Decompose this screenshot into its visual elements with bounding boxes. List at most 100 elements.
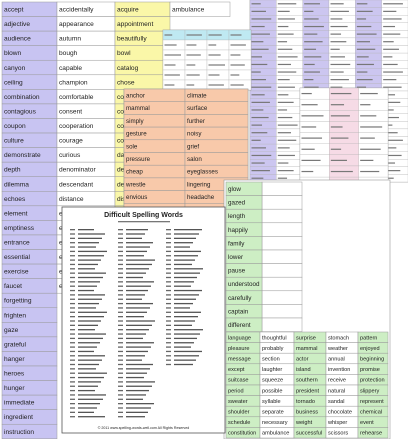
tiny-text (356, 41, 370, 43)
tiny-number (70, 289, 75, 292)
word: constitution (228, 431, 256, 437)
tiny-text (277, 94, 289, 96)
word: frighten (4, 312, 26, 319)
tiny-text (304, 71, 320, 73)
word-sheet: glow gazed length happily family lower pause un… (225, 181, 263, 332)
tiny-number (70, 302, 75, 305)
tiny-text (304, 10, 314, 12)
tiny-text (126, 268, 149, 270)
word: slippery (360, 388, 379, 394)
word: chose (117, 79, 135, 86)
tiny-number (118, 307, 123, 309)
tiny-text (301, 104, 318, 106)
word: successful (296, 431, 322, 437)
tiny-text (78, 268, 95, 270)
tiny-text (126, 281, 154, 283)
tiny-text (304, 41, 323, 43)
word: message (228, 356, 251, 362)
tiny-text (78, 250, 107, 253)
tiny-text (126, 394, 146, 396)
tiny-text (251, 177, 264, 179)
tiny-number (70, 255, 75, 257)
tiny-number (70, 246, 75, 248)
tiny-number (118, 302, 123, 305)
tiny-text (208, 54, 221, 56)
word: rehearse (360, 431, 382, 437)
tiny-number (118, 242, 123, 244)
tiny-text (126, 276, 143, 279)
tiny-text (126, 359, 142, 361)
tiny-text (251, 139, 261, 141)
tiny-number (70, 346, 75, 348)
tiny-text (78, 350, 94, 353)
tiny-number (70, 359, 75, 361)
tiny-text (186, 54, 201, 56)
word: weight (295, 420, 313, 426)
tiny-text (383, 94, 396, 96)
tiny-number (70, 337, 75, 340)
tiny-number (70, 333, 75, 335)
tiny-text (360, 159, 374, 161)
tiny-text (126, 311, 147, 313)
tiny-text (126, 237, 142, 239)
word: audience (4, 36, 31, 43)
tiny-text (356, 79, 373, 81)
tiny-text (78, 294, 105, 296)
word: culture (4, 138, 24, 145)
tiny-text (126, 255, 144, 257)
word: contagious (4, 108, 37, 115)
word: catalog (117, 65, 139, 72)
tiny-text (230, 84, 244, 86)
tiny-number (166, 263, 171, 266)
tiny-text (383, 18, 402, 20)
tiny-number (118, 381, 123, 383)
tiny-number (118, 320, 123, 322)
tiny-text (301, 92, 312, 95)
tiny-number (70, 416, 75, 418)
word: hunger (4, 385, 25, 392)
tiny-text (330, 104, 345, 106)
tiny-text (277, 109, 288, 111)
word: chemical (360, 409, 382, 415)
tiny-text (383, 154, 402, 157)
subtitle-line (118, 221, 170, 223)
tiny-text (186, 74, 200, 76)
tiny-text (230, 74, 240, 76)
tiny-text (126, 316, 144, 318)
tiny-text (126, 346, 151, 348)
tiny-text (277, 18, 295, 20)
tiny-text (78, 363, 99, 366)
tiny-text (251, 94, 265, 96)
tiny-number (118, 316, 123, 318)
tiny-text (174, 324, 192, 326)
tiny-text (356, 71, 368, 73)
tiny-text (301, 137, 323, 139)
tiny-text (208, 34, 222, 36)
tiny-text (164, 84, 175, 86)
tiny-number (70, 276, 75, 279)
word: represent (360, 399, 384, 405)
tiny-text (78, 276, 103, 279)
tiny-number (118, 311, 123, 313)
word: consent (59, 108, 82, 115)
tiny-number (166, 333, 171, 335)
tiny-number (166, 359, 171, 361)
word: emptiness (4, 225, 35, 232)
tiny-text (126, 403, 154, 405)
tiny-text (330, 115, 350, 117)
tiny-number (118, 285, 123, 287)
tiny-number (118, 346, 123, 348)
tiny-text (251, 18, 272, 20)
tiny-text (301, 115, 324, 117)
tiny-text (383, 147, 397, 149)
tiny-number (118, 403, 123, 405)
tiny-text (78, 237, 102, 239)
tiny-text (301, 159, 321, 161)
tiny-number (118, 268, 123, 270)
word: president (296, 388, 319, 394)
tiny-number (166, 311, 171, 313)
tiny-number (118, 259, 123, 261)
tiny-number (166, 285, 171, 287)
tiny-text (251, 101, 270, 103)
tiny-text (126, 398, 143, 400)
